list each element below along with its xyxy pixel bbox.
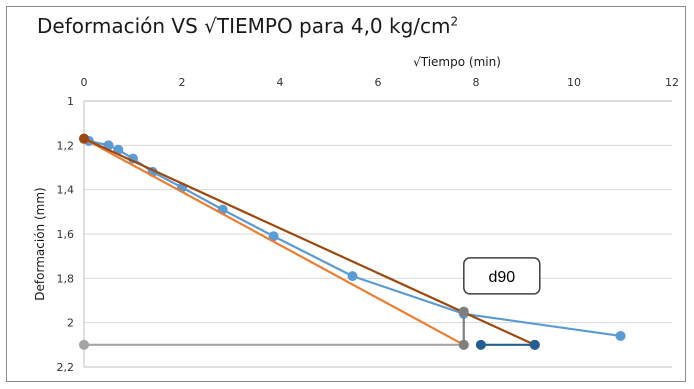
series-3-point-0: [79, 339, 89, 350]
x-tick-label-4: 8: [473, 76, 480, 89]
y-tick-label-0: 1: [67, 95, 74, 108]
chart-title-superscript: 2: [450, 14, 459, 29]
series-4-point-1: [529, 339, 540, 350]
x-axis-title: √Tiempo (min): [413, 55, 501, 69]
labels: 1 1,2 1,4 1,6 1,8 2 2,2 0 2 4 6 8 10 12 √Tiempo (min) D…: [33, 55, 679, 374]
annotation-text-0: d90: [488, 269, 515, 286]
series-5-point-0: [458, 306, 469, 317]
x-tick-label-0: 0: [81, 76, 88, 89]
x-tick-label-2: 4: [277, 76, 284, 89]
series-0-point-11: [615, 330, 626, 341]
y-tick-label-4: 1,8: [57, 272, 75, 285]
y-tick-label-2: 1,4: [57, 184, 75, 197]
x-tick-label-6: 12: [665, 76, 679, 89]
y-tick-label-6: 2,2: [57, 361, 75, 374]
series-5-point-1: [458, 339, 469, 350]
chart-title: Deformación VS √TIEMPO para 4,0 kg/cm2: [37, 14, 458, 38]
y-axis-title: Deformación (mm): [33, 187, 47, 300]
series-1-line: [83, 137, 465, 346]
axes: [83, 100, 672, 368]
y-tick-label-3: 1,6: [57, 228, 75, 241]
series-4-point-0: [475, 339, 486, 350]
x-tick-label-1: 2: [179, 76, 186, 89]
y-tick-label-5: 2: [67, 317, 74, 330]
series-0-line: [83, 137, 621, 338]
grid-lines: [84, 144, 672, 324]
series-2-point-0: [79, 133, 89, 144]
y-tick-label-1: 1,2: [57, 139, 75, 152]
series-0-point-9: [347, 271, 358, 282]
x-tick-label-3: 6: [375, 76, 382, 89]
x-tick-label-5: 10: [567, 76, 581, 89]
chart-title-text: Deformación VS √TIEMPO para 4,0 kg/cm: [37, 14, 451, 38]
chart-frame: [6, 6, 686, 382]
annotation-box-0: [463, 257, 541, 295]
series-layer: [79, 133, 626, 350]
